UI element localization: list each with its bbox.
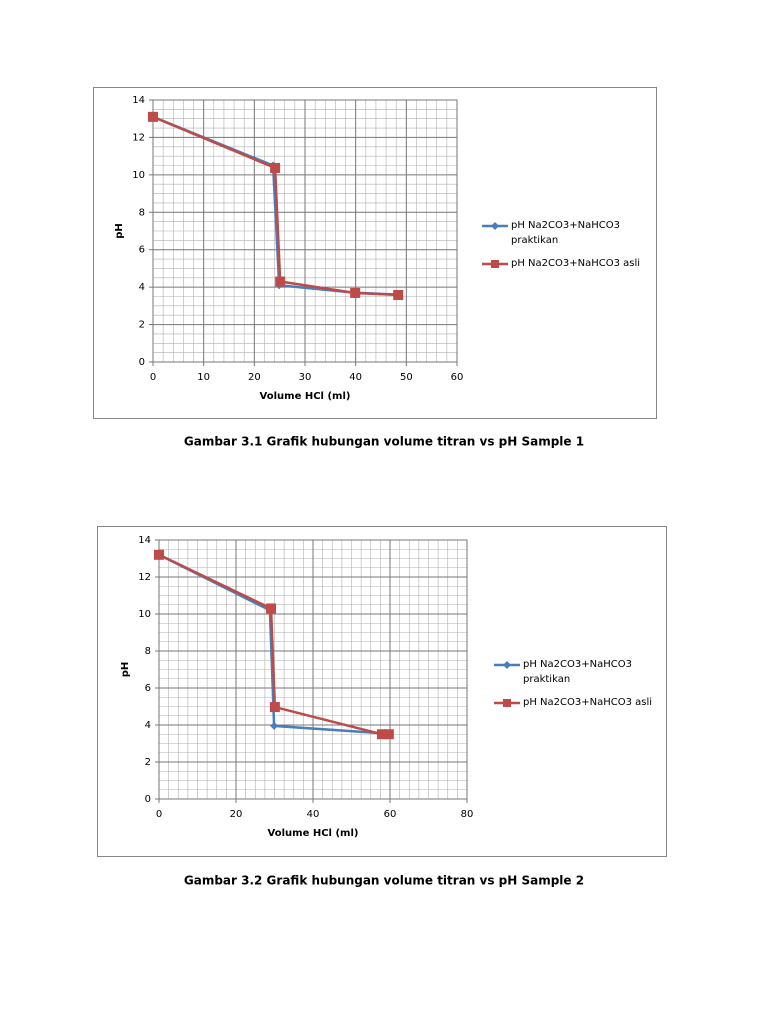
y-axis-title: pH xyxy=(114,223,125,239)
y-tick-label: 2 xyxy=(139,320,145,331)
x-tick-label: 40 xyxy=(307,809,320,820)
y-axis-title: pH xyxy=(120,662,131,678)
data-point xyxy=(393,290,404,301)
y-tick-label: 4 xyxy=(145,720,151,731)
data-point xyxy=(270,721,279,730)
legend-item: pH Na2CO3+NaHCO3 praktikan xyxy=(511,220,620,246)
y-tick-label: 10 xyxy=(132,170,145,181)
y-tick-label: 8 xyxy=(139,207,145,218)
y-tick-label: 6 xyxy=(139,245,145,256)
x-tick-label: 0 xyxy=(156,809,162,820)
y-tick-label: 12 xyxy=(138,572,151,583)
legend-marker xyxy=(503,661,511,669)
legend-label: pH Na2CO3+NaHCO3 asli xyxy=(511,258,641,269)
data-point xyxy=(275,276,286,287)
legend-label: pH Na2CO3+NaHCO3 asli xyxy=(523,697,653,708)
plot-area xyxy=(158,539,468,800)
legend-marker xyxy=(503,699,511,707)
y-tick-label: 12 xyxy=(132,132,145,143)
legend-label: pH Na2CO3+NaHCO3 praktikan xyxy=(511,220,620,246)
x-tick-label: 20 xyxy=(230,809,243,820)
y-tick-label: 14 xyxy=(132,95,145,106)
x-tick-label: 40 xyxy=(349,372,362,383)
legend-marker xyxy=(491,222,499,230)
y-tick-label: 0 xyxy=(139,357,145,368)
x-axis-title: Volume HCl (ml) xyxy=(260,391,351,402)
caption: Gambar 3.1 Grafik hubungan volume titran… xyxy=(184,435,584,449)
legend-item: pH Na2CO3+NaHCO3 asli xyxy=(523,697,653,708)
x-tick-label: 60 xyxy=(451,372,464,383)
y-tick-label: 2 xyxy=(145,757,151,768)
x-tick-label: 20 xyxy=(248,372,261,383)
plot-area xyxy=(152,99,458,363)
y-tick-label: 14 xyxy=(138,535,151,546)
x-tick-label: 60 xyxy=(384,809,397,820)
legend-marker xyxy=(491,260,499,268)
chart-frame xyxy=(97,526,667,857)
data-point xyxy=(350,287,361,298)
x-tick-label: 50 xyxy=(400,372,413,383)
legend-item: pH Na2CO3+NaHCO3 asli xyxy=(511,258,641,269)
chart-frame xyxy=(93,87,657,419)
data-point xyxy=(383,729,394,740)
legend-label: pH Na2CO3+NaHCO3 praktikan xyxy=(523,659,632,685)
data-point xyxy=(154,549,164,560)
data-point xyxy=(148,111,158,122)
x-tick-label: 30 xyxy=(299,372,312,383)
y-tick-label: 0 xyxy=(145,794,151,805)
y-tick-label: 6 xyxy=(145,683,151,694)
legend-item: pH Na2CO3+NaHCO3 praktikan xyxy=(523,659,632,685)
data-point xyxy=(270,162,281,173)
x-tick-label: 80 xyxy=(461,809,474,820)
caption: Gambar 3.2 Grafik hubungan volume titran… xyxy=(184,874,584,888)
data-point xyxy=(376,729,387,740)
data-point xyxy=(269,702,280,713)
data-point xyxy=(266,603,277,614)
x-tick-label: 0 xyxy=(150,372,156,383)
y-tick-label: 10 xyxy=(138,609,151,620)
x-axis-title: Volume HCl (ml) xyxy=(268,828,359,839)
x-tick-label: 10 xyxy=(197,372,210,383)
y-tick-label: 4 xyxy=(139,282,145,293)
y-tick-label: 8 xyxy=(145,646,151,657)
